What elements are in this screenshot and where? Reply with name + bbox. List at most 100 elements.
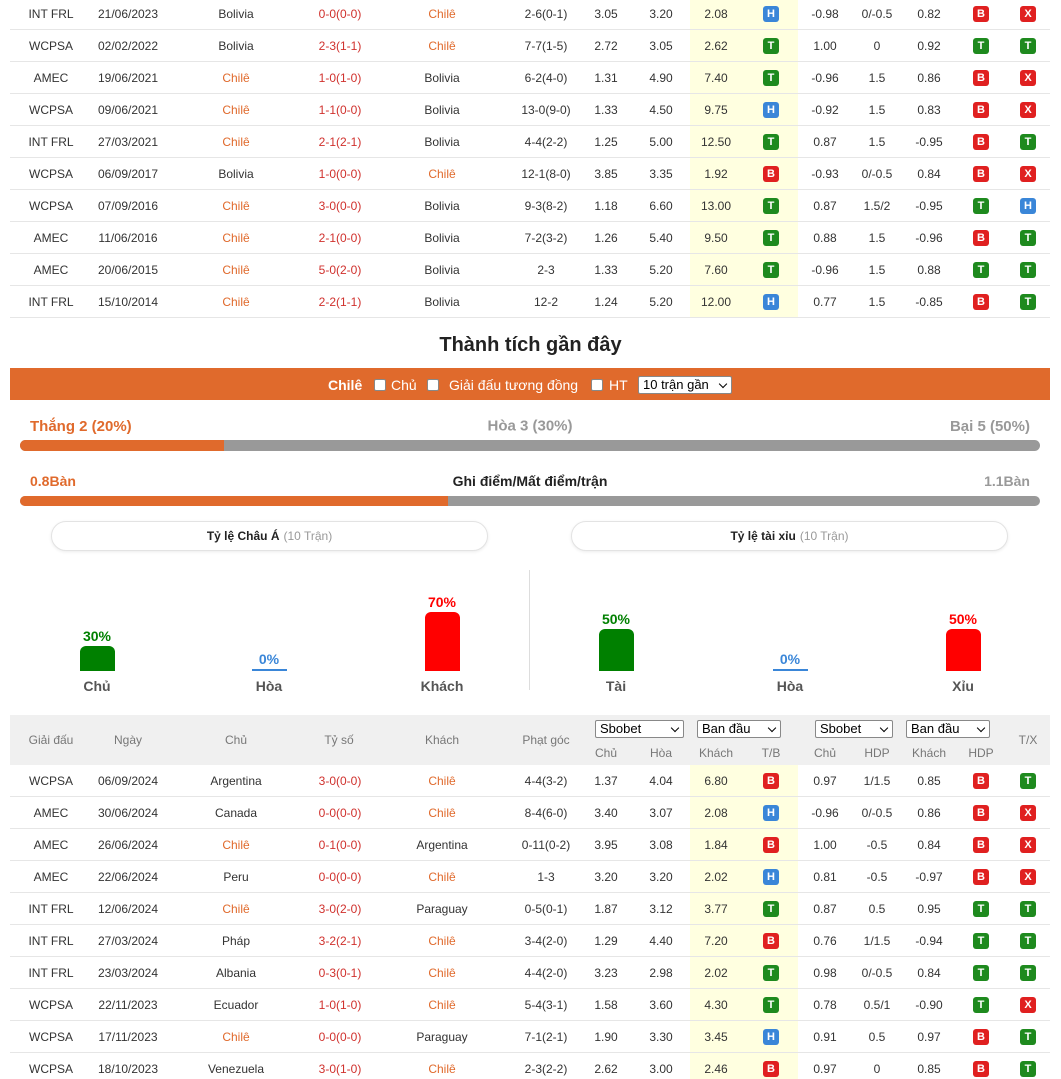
cell: 2.46 bbox=[704, 1062, 728, 1076]
cell: WCPSA bbox=[28, 199, 74, 213]
badge: T bbox=[1020, 965, 1036, 981]
cell: AMEC bbox=[33, 71, 69, 85]
cell: 0.76 bbox=[813, 934, 837, 948]
scored: 0.8Bàn bbox=[30, 473, 76, 489]
cell: 0.81 bbox=[813, 870, 837, 884]
cell: -0.95 bbox=[915, 199, 943, 213]
cell: 0.87 bbox=[813, 135, 837, 149]
cell: 1-0(0-0) bbox=[318, 167, 362, 181]
cell: 3.00 bbox=[649, 1062, 673, 1076]
cell: 0.84 bbox=[917, 966, 941, 980]
cell: 4.40 bbox=[649, 934, 673, 948]
select[interactable]: Ban đầu bbox=[906, 720, 990, 738]
cell: 9-3(8-2) bbox=[524, 199, 568, 213]
badge: T bbox=[1020, 901, 1036, 917]
cell: -0.96 bbox=[811, 263, 839, 277]
cell: 1.31 bbox=[594, 71, 618, 85]
row-border bbox=[10, 924, 1050, 925]
cell: WCPSA bbox=[28, 167, 74, 181]
cell: 7.20 bbox=[704, 934, 728, 948]
panel-title-text: Tỷ lệ tài xỉu bbox=[730, 529, 796, 543]
row-border bbox=[10, 956, 1050, 957]
bar-category: Chủ bbox=[83, 678, 111, 694]
row-border bbox=[10, 892, 1050, 893]
cell: 0.88 bbox=[917, 263, 941, 277]
cell: 12.50 bbox=[700, 135, 732, 149]
row-border bbox=[10, 125, 1050, 126]
row-border bbox=[10, 189, 1050, 190]
cell: 3.08 bbox=[649, 838, 673, 852]
cell: 27/03/2024 bbox=[97, 934, 159, 948]
header-cell: Ngày bbox=[113, 733, 143, 747]
select[interactable]: Ban đầu bbox=[697, 720, 781, 738]
bar bbox=[425, 612, 460, 671]
cell: Chilê bbox=[428, 870, 456, 884]
cell: AMEC bbox=[33, 231, 69, 245]
select[interactable]: 10 trận gần bbox=[638, 376, 732, 394]
badge: T bbox=[763, 38, 779, 54]
badge: H bbox=[763, 102, 779, 118]
badge: T bbox=[763, 198, 779, 214]
cell: 1-0(1-0) bbox=[318, 998, 362, 1012]
badge: B bbox=[973, 70, 989, 86]
badge: T bbox=[1020, 262, 1036, 278]
cell: 4-4(2-2) bbox=[524, 135, 568, 149]
badge: B bbox=[763, 166, 779, 182]
cell: 9.75 bbox=[704, 103, 728, 117]
cell: 3.45 bbox=[704, 1030, 728, 1044]
bar-value: 50% bbox=[601, 611, 631, 627]
cell: 22/11/2023 bbox=[98, 998, 158, 1012]
cell: 6-2(4-0) bbox=[524, 71, 568, 85]
bar bbox=[252, 669, 287, 671]
cell: 1.5/2 bbox=[863, 199, 891, 213]
cell: 0.98 bbox=[813, 966, 837, 980]
cell: Chilê bbox=[222, 838, 250, 852]
badge: T bbox=[1020, 134, 1036, 150]
badge: B bbox=[973, 869, 989, 885]
row-border bbox=[10, 1052, 1050, 1053]
cell: WCPSA bbox=[28, 1030, 74, 1044]
odds-highlight bbox=[690, 0, 798, 318]
cell: 3.12 bbox=[649, 902, 673, 916]
cell: 4.50 bbox=[649, 103, 673, 117]
cell: INT FRL bbox=[28, 295, 74, 309]
cell: 1.18 bbox=[594, 199, 618, 213]
checkbox[interactable] bbox=[374, 379, 386, 391]
badge: T bbox=[1020, 1029, 1036, 1045]
cell: Chilê bbox=[428, 806, 456, 820]
checkbox[interactable] bbox=[591, 379, 603, 391]
badge: B bbox=[973, 230, 989, 246]
cell: 1.33 bbox=[594, 263, 618, 277]
cell: Chilê bbox=[428, 966, 456, 980]
select[interactable]: Sbobet bbox=[815, 720, 893, 738]
cell: 3.95 bbox=[594, 838, 618, 852]
cell: 1.5 bbox=[868, 231, 886, 245]
badge: T bbox=[763, 262, 779, 278]
divider bbox=[529, 570, 530, 690]
cell: 26/06/2024 bbox=[97, 838, 159, 852]
bar-category: Tài bbox=[605, 678, 627, 694]
cell: Bolivia bbox=[424, 231, 460, 245]
cell: WCPSA bbox=[28, 1062, 74, 1076]
select[interactable]: Sbobet bbox=[595, 720, 684, 738]
cell: -0.5 bbox=[866, 838, 888, 852]
bar-category: Hòa bbox=[255, 678, 283, 694]
cell: -0.95 bbox=[915, 135, 943, 149]
badge: X bbox=[1020, 70, 1036, 86]
badge: T bbox=[1020, 230, 1036, 246]
cell: 2.98 bbox=[649, 966, 673, 980]
header-cell: Tỷ số bbox=[324, 733, 354, 747]
cell: WCPSA bbox=[28, 774, 74, 788]
cell: Chilê bbox=[222, 231, 250, 245]
cell: 0.86 bbox=[917, 806, 941, 820]
header-cell: Khách bbox=[424, 733, 460, 747]
cell: -0.98 bbox=[811, 7, 839, 21]
cell: 20/06/2015 bbox=[97, 263, 159, 277]
result-bar bbox=[20, 440, 1040, 451]
cell: -0.90 bbox=[915, 998, 943, 1012]
cell: 3.40 bbox=[594, 806, 618, 820]
draw-stat: Hòa 3 (30%) bbox=[487, 417, 573, 435]
cell: 0.97 bbox=[917, 1030, 941, 1044]
cell: Bolivia bbox=[424, 263, 460, 277]
checkbox[interactable] bbox=[427, 379, 439, 391]
